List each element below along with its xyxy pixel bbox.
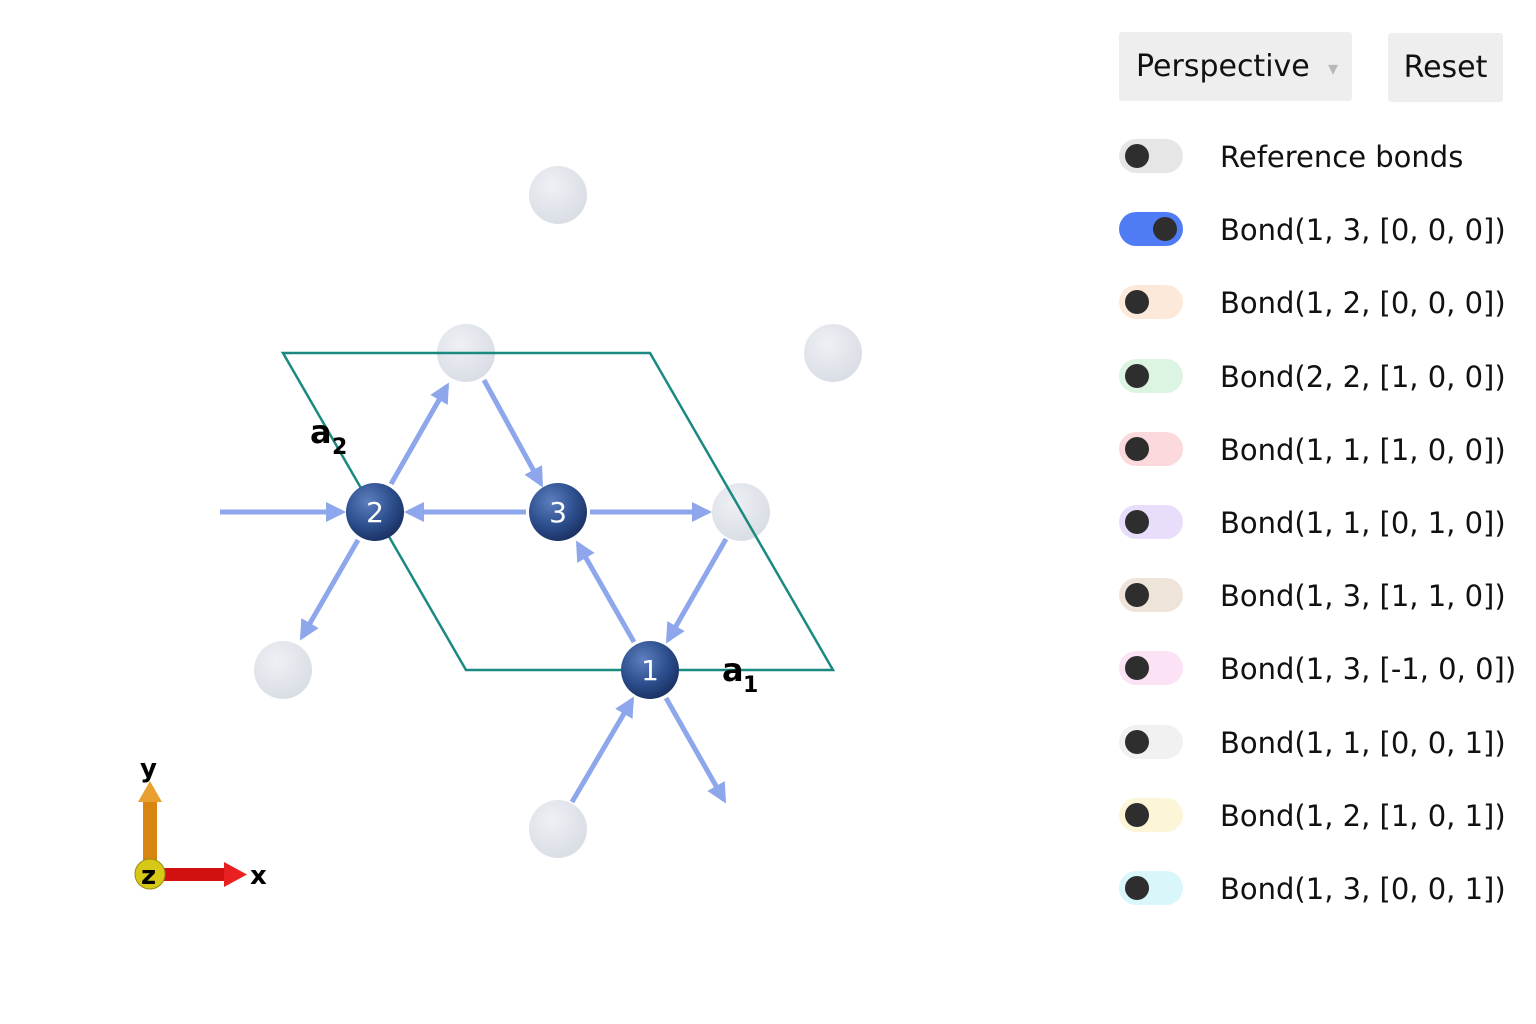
toggle-switch[interactable] — [1119, 505, 1183, 539]
lattice-label-sub: 1 — [743, 673, 758, 698]
bond-toggle-row[interactable]: Bond(1, 3, [0, 0, 1]) — [1119, 869, 1529, 909]
unit-cell — [280, 351, 836, 672]
bond-arrow — [663, 696, 727, 804]
bond-toggle-row[interactable]: Bond(1, 3, [-1, 0, 0]) — [1119, 649, 1529, 689]
toggle-label: Bond(1, 2, [1, 0, 1]) — [1220, 799, 1506, 833]
toggle-switch[interactable] — [1119, 725, 1183, 759]
bond-toggle-row[interactable]: Bond(1, 2, [0, 0, 0]) — [1119, 283, 1529, 323]
bond-toggle-row[interactable]: Reference bonds — [1119, 137, 1529, 177]
toggle-knob — [1125, 730, 1149, 754]
toggle-switch[interactable] — [1119, 578, 1183, 612]
toggle-switch[interactable] — [1119, 871, 1183, 905]
toggle-label: Bond(1, 3, [1, 1, 0]) — [1220, 579, 1506, 613]
axis-y-head — [138, 781, 162, 802]
toggle-label: Bond(1, 1, [0, 0, 1]) — [1220, 726, 1506, 760]
toggle-switch[interactable] — [1119, 651, 1183, 685]
ghost-atom — [254, 641, 312, 699]
toggle-label: Bond(1, 3, [0, 0, 0]) — [1220, 213, 1506, 247]
lattice-label-a1: a 1 — [722, 651, 758, 698]
bond-arrows — [220, 378, 729, 804]
toggle-knob — [1153, 217, 1177, 241]
bond-arrow — [299, 538, 361, 641]
toggle-switch[interactable] — [1119, 432, 1183, 466]
ghost-atom — [529, 800, 587, 858]
toggle-knob — [1125, 656, 1149, 680]
bond-arrow — [481, 378, 544, 488]
toggle-label: Bond(1, 2, [0, 0, 0]) — [1220, 286, 1506, 320]
reset-button[interactable]: Reset — [1388, 33, 1503, 102]
bond-toggle-row[interactable]: Bond(1, 1, [1, 0, 0]) — [1119, 430, 1529, 470]
atom-3[interactable]: 3 — [529, 483, 587, 541]
atom-2[interactable]: 2 — [346, 483, 404, 541]
axis-label-z: z — [141, 861, 156, 891]
toggle-knob — [1125, 290, 1149, 314]
axis-label-y: y — [140, 754, 157, 784]
toggle-switch[interactable] — [1119, 139, 1183, 173]
toggle-knob — [1125, 364, 1149, 388]
toggle-knob — [1125, 510, 1149, 534]
bond-toggle-row[interactable]: Bond(1, 1, [0, 0, 1]) — [1119, 723, 1529, 763]
atom-label: 3 — [549, 496, 567, 529]
lattice-label-sub: 2 — [332, 435, 347, 460]
toggle-knob — [1125, 803, 1149, 827]
toggle-label: Bond(1, 1, [0, 1, 0]) — [1220, 506, 1506, 540]
axis-y-shaft — [143, 800, 157, 872]
toggle-label: Reference bonds — [1220, 140, 1464, 174]
toggle-switch[interactable] — [1119, 798, 1183, 832]
chevron-down-icon: ▾ — [1327, 56, 1338, 80]
bond-toggle-row[interactable]: Bond(2, 2, [1, 0, 0]) — [1119, 357, 1529, 397]
ghost-atom — [529, 166, 587, 224]
toggle-label: Bond(1, 3, [0, 0, 1]) — [1220, 872, 1506, 906]
atom-label: 1 — [641, 654, 659, 687]
ghost-atom — [804, 324, 862, 382]
atom-1[interactable]: 1 — [621, 641, 679, 699]
projection-select-value: Perspective — [1136, 49, 1310, 84]
toggle-knob — [1125, 144, 1149, 168]
toggle-label: Bond(1, 3, [-1, 0, 0]) — [1220, 652, 1517, 686]
toggle-knob — [1125, 437, 1149, 461]
toggle-knob — [1125, 583, 1149, 607]
toggle-switch[interactable] — [1119, 285, 1183, 319]
lattice-label-a2: a 2 — [310, 413, 347, 460]
bond-toggle-row[interactable]: Bond(1, 3, [0, 0, 0]) — [1119, 210, 1529, 250]
axis-x-shaft — [158, 868, 228, 881]
bond-arrow — [575, 540, 637, 644]
bond-toggle-row[interactable]: Bond(1, 3, [1, 1, 0]) — [1119, 576, 1529, 616]
axis-z-sphere — [134, 858, 166, 890]
toggle-switch[interactable] — [1119, 359, 1183, 393]
atom-label: 2 — [366, 496, 384, 529]
orientation-axes: y x z — [134, 754, 267, 891]
bond-arrow — [569, 696, 635, 804]
lattice-label-base: a — [722, 651, 744, 689]
projection-select[interactable]: Perspective ▾ — [1119, 32, 1352, 101]
bond-arrow — [665, 537, 729, 644]
axis-x-head — [224, 862, 247, 887]
bond-arrow — [388, 382, 450, 486]
axis-label-x: x — [250, 861, 267, 891]
toggle-switch[interactable] — [1119, 212, 1183, 246]
toggle-knob — [1125, 876, 1149, 900]
atoms: 1 2 3 — [346, 483, 679, 699]
toggle-label: Bond(2, 2, [1, 0, 0]) — [1220, 360, 1506, 394]
bond-toggle-row[interactable]: Bond(1, 2, [1, 0, 1]) — [1119, 796, 1529, 836]
bond-toggle-row[interactable]: Bond(1, 1, [0, 1, 0]) — [1119, 503, 1529, 543]
toggle-label: Bond(1, 1, [1, 0, 0]) — [1220, 433, 1506, 467]
lattice-label-base: a — [310, 413, 332, 451]
